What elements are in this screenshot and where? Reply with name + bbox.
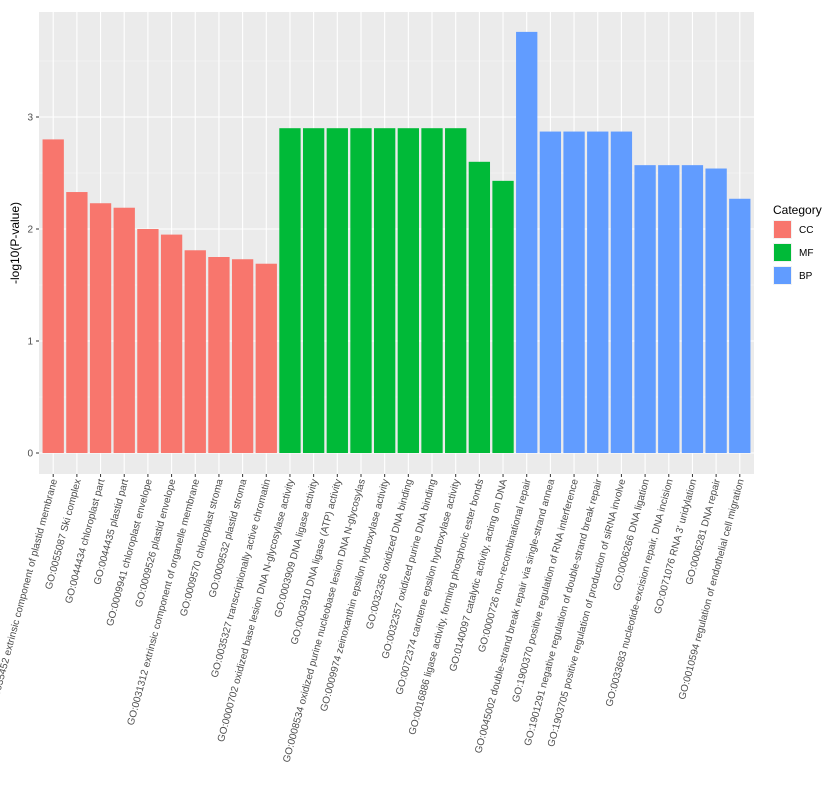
- legend-swatch: [774, 221, 791, 238]
- bar: [279, 128, 301, 453]
- bar: [492, 180, 514, 453]
- bars: [42, 31, 751, 454]
- bar: [350, 128, 372, 453]
- bar: [421, 128, 443, 453]
- legend-label: CC: [799, 225, 813, 236]
- bar: [231, 259, 254, 453]
- legend-label: BP: [799, 271, 813, 282]
- bar: [66, 192, 88, 454]
- bar: [374, 128, 396, 453]
- legend-items: CC MF BP: [773, 220, 813, 285]
- y-axis-ticks: 0 1 2 3: [27, 113, 39, 460]
- bar: [113, 207, 135, 453]
- legend-title: Category: [773, 203, 822, 217]
- bar: [89, 203, 112, 453]
- bar: [705, 168, 727, 453]
- bar: [42, 139, 64, 453]
- bar: [468, 161, 491, 454]
- bar: [563, 131, 585, 453]
- y-tick-label: 3: [27, 113, 33, 124]
- bar: [255, 263, 277, 453]
- bar: [539, 131, 562, 453]
- x-axis-ticks: GO:0035452 extrinsic component of plasti…: [0, 474, 747, 764]
- bar: [681, 165, 704, 453]
- y-tick-label: 1: [27, 337, 33, 348]
- bar: [302, 128, 325, 453]
- bar: [658, 165, 680, 453]
- y-axis-title: -log10(P-value): [8, 202, 22, 284]
- y-tick-label: 0: [27, 449, 33, 460]
- bar: [516, 31, 538, 453]
- bar: [445, 128, 467, 453]
- bar: [326, 128, 348, 453]
- bar: [729, 198, 751, 453]
- legend-label: MF: [799, 248, 813, 259]
- bar: [634, 165, 656, 453]
- bar: [160, 234, 183, 453]
- bar: [184, 250, 206, 453]
- bar: [137, 229, 159, 453]
- legend: Category CC MF BP: [773, 203, 822, 285]
- legend-swatch: [774, 244, 791, 261]
- bar: [397, 128, 419, 453]
- y-tick-label: 2: [27, 225, 33, 236]
- bar: [587, 131, 609, 453]
- bar: [208, 257, 230, 453]
- bar: [610, 131, 633, 453]
- legend-swatch: [774, 267, 791, 284]
- x-tick-label: GO:0035452 extrinsic component of plasti…: [0, 478, 60, 715]
